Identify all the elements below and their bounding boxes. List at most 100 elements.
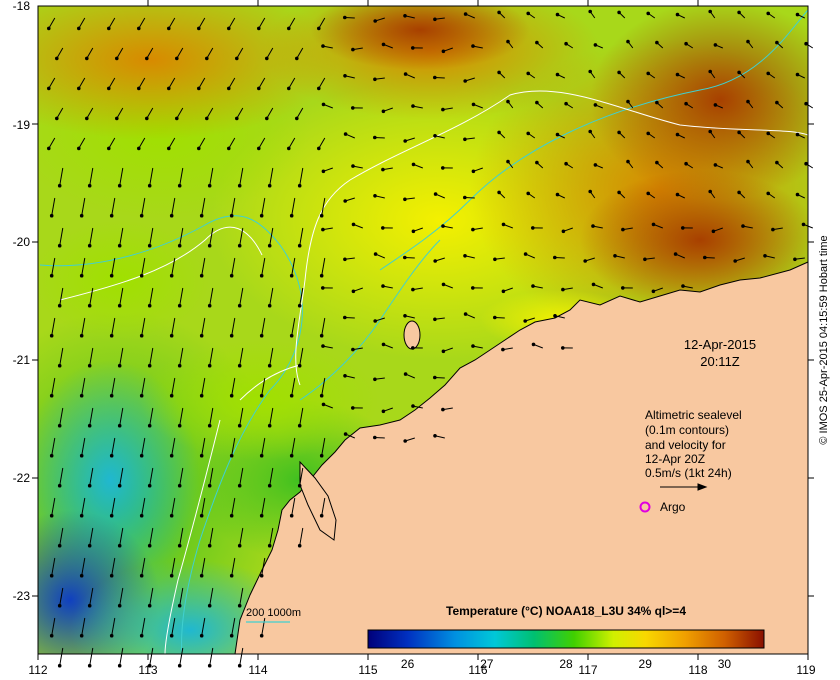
velocity-arrow-head xyxy=(588,69,593,74)
velocity-arrow xyxy=(81,257,86,276)
velocity-arrow-head xyxy=(205,116,209,121)
velocity-arrow-head xyxy=(115,56,119,61)
velocity-arrow-head xyxy=(109,453,114,458)
velocity-arrow-head xyxy=(531,342,536,347)
velocity-arrow-head xyxy=(441,407,445,412)
velocity-arrow xyxy=(231,377,236,396)
velocity-arrow-head xyxy=(267,483,272,488)
velocity-arrow-head xyxy=(297,243,302,248)
velocity-arrow xyxy=(239,167,244,186)
velocity-arrow-head xyxy=(746,99,750,104)
velocity-arrow xyxy=(138,77,146,89)
velocity-arrow-head xyxy=(373,77,377,82)
velocity-arrow-head xyxy=(267,303,272,308)
velocity-arrow xyxy=(228,137,236,149)
velocity-arrow-head xyxy=(139,633,144,638)
velocity-arrow xyxy=(201,557,206,576)
velocity-arrow-head xyxy=(117,603,122,608)
velocity-arrow xyxy=(231,617,236,636)
date-label: 12-Apr-2015 xyxy=(684,337,756,352)
velocity-arrow-head xyxy=(177,483,182,488)
velocity-arrow-head xyxy=(77,86,81,91)
velocity-arrow-head xyxy=(139,333,144,338)
velocity-arrow-head xyxy=(588,189,593,194)
velocity-arrow xyxy=(59,287,64,306)
velocity-arrow-head xyxy=(259,513,264,518)
velocity-arrow xyxy=(56,47,64,59)
legend-line: 12-Apr 20Z xyxy=(645,452,705,466)
velocity-arrow xyxy=(198,17,206,29)
velocity-arrow-head xyxy=(626,39,630,44)
velocity-arrow-head xyxy=(591,224,595,228)
velocity-arrow xyxy=(59,407,64,426)
velocity-arrow-head xyxy=(561,287,565,292)
velocity-arrow xyxy=(89,647,94,666)
velocity-arrow-head xyxy=(117,483,122,488)
velocity-arrow-head xyxy=(411,229,416,234)
velocity-arrow-head xyxy=(766,131,771,136)
velocity-arrow xyxy=(231,257,236,276)
velocity-arrow xyxy=(269,287,274,306)
latitude-axis: -18 -19 -20 -21 -22 -23 xyxy=(13,0,814,603)
velocity-arrow-head xyxy=(493,257,497,262)
velocity-arrow-head xyxy=(433,317,437,322)
velocity-arrow-head xyxy=(471,102,476,107)
velocity-arrow xyxy=(201,317,206,336)
depth-legend: 200 1000m xyxy=(246,607,301,623)
velocity-arrow-head xyxy=(259,393,264,398)
velocity-arrow xyxy=(141,317,146,336)
velocity-arrow-head xyxy=(257,86,261,91)
velocity-arrow-head xyxy=(766,191,771,196)
velocity-arrow-head xyxy=(319,513,324,518)
velocity-arrow-head xyxy=(317,26,321,31)
velocity-arrow-head xyxy=(793,257,797,262)
velocity-arrow-head xyxy=(117,543,122,548)
velocity-arrow-head xyxy=(57,303,62,308)
velocity-arrow xyxy=(269,527,274,546)
velocity-arrow xyxy=(296,47,304,59)
velocity-arrow xyxy=(209,347,214,366)
velocity-arrow-head xyxy=(199,213,204,218)
velocity-arrow-head xyxy=(351,47,355,52)
velocity-arrow-head xyxy=(79,453,84,458)
velocity-arrow-head xyxy=(321,227,325,232)
velocity-arrow-head xyxy=(675,12,680,17)
velocity-arrow-head xyxy=(199,633,204,638)
lat-tick-label: -21 xyxy=(13,353,31,367)
velocity-arrow-head xyxy=(207,483,212,488)
colorbar-tick-label: 27 xyxy=(480,657,494,671)
velocity-arrow xyxy=(179,587,184,606)
velocity-arrow xyxy=(149,287,154,306)
velocity-arrow-head xyxy=(343,199,348,203)
argo-label: Argo xyxy=(660,500,686,514)
velocity-arrow-head xyxy=(109,333,114,338)
velocity-arrow xyxy=(59,647,64,666)
velocity-arrow-head xyxy=(87,243,92,248)
velocity-arrow xyxy=(119,527,124,546)
velocity-arrow-head xyxy=(737,130,741,135)
velocity-arrow-head xyxy=(617,10,621,15)
velocity-arrow-head xyxy=(713,43,718,47)
velocity-arrow-head xyxy=(147,363,152,368)
velocity-arrow xyxy=(201,377,206,396)
velocity-arrow-head xyxy=(237,423,242,428)
velocity-arrow xyxy=(299,527,304,546)
velocity-arrow-head xyxy=(795,192,800,197)
velocity-arrow-head xyxy=(199,453,204,458)
velocity-arrow xyxy=(81,197,86,216)
velocity-arrow xyxy=(318,17,326,29)
velocity-arrow-head xyxy=(207,303,212,308)
velocity-arrow-head xyxy=(801,222,806,227)
velocity-arrow-head xyxy=(433,17,437,22)
velocity-arrow-head xyxy=(267,543,272,548)
velocity-arrow-head xyxy=(613,254,617,258)
velocity-arrow xyxy=(51,257,56,276)
velocity-arrow xyxy=(321,197,326,216)
legend-line: 0.5m/s (1kt 24h) xyxy=(645,466,732,480)
velocity-arrow xyxy=(149,407,154,426)
velocity-arrow-head xyxy=(703,255,707,260)
velocity-arrow xyxy=(231,557,236,576)
velocity-arrow xyxy=(119,167,124,186)
velocity-arrow xyxy=(119,347,124,366)
velocity-arrow-head xyxy=(259,213,264,218)
